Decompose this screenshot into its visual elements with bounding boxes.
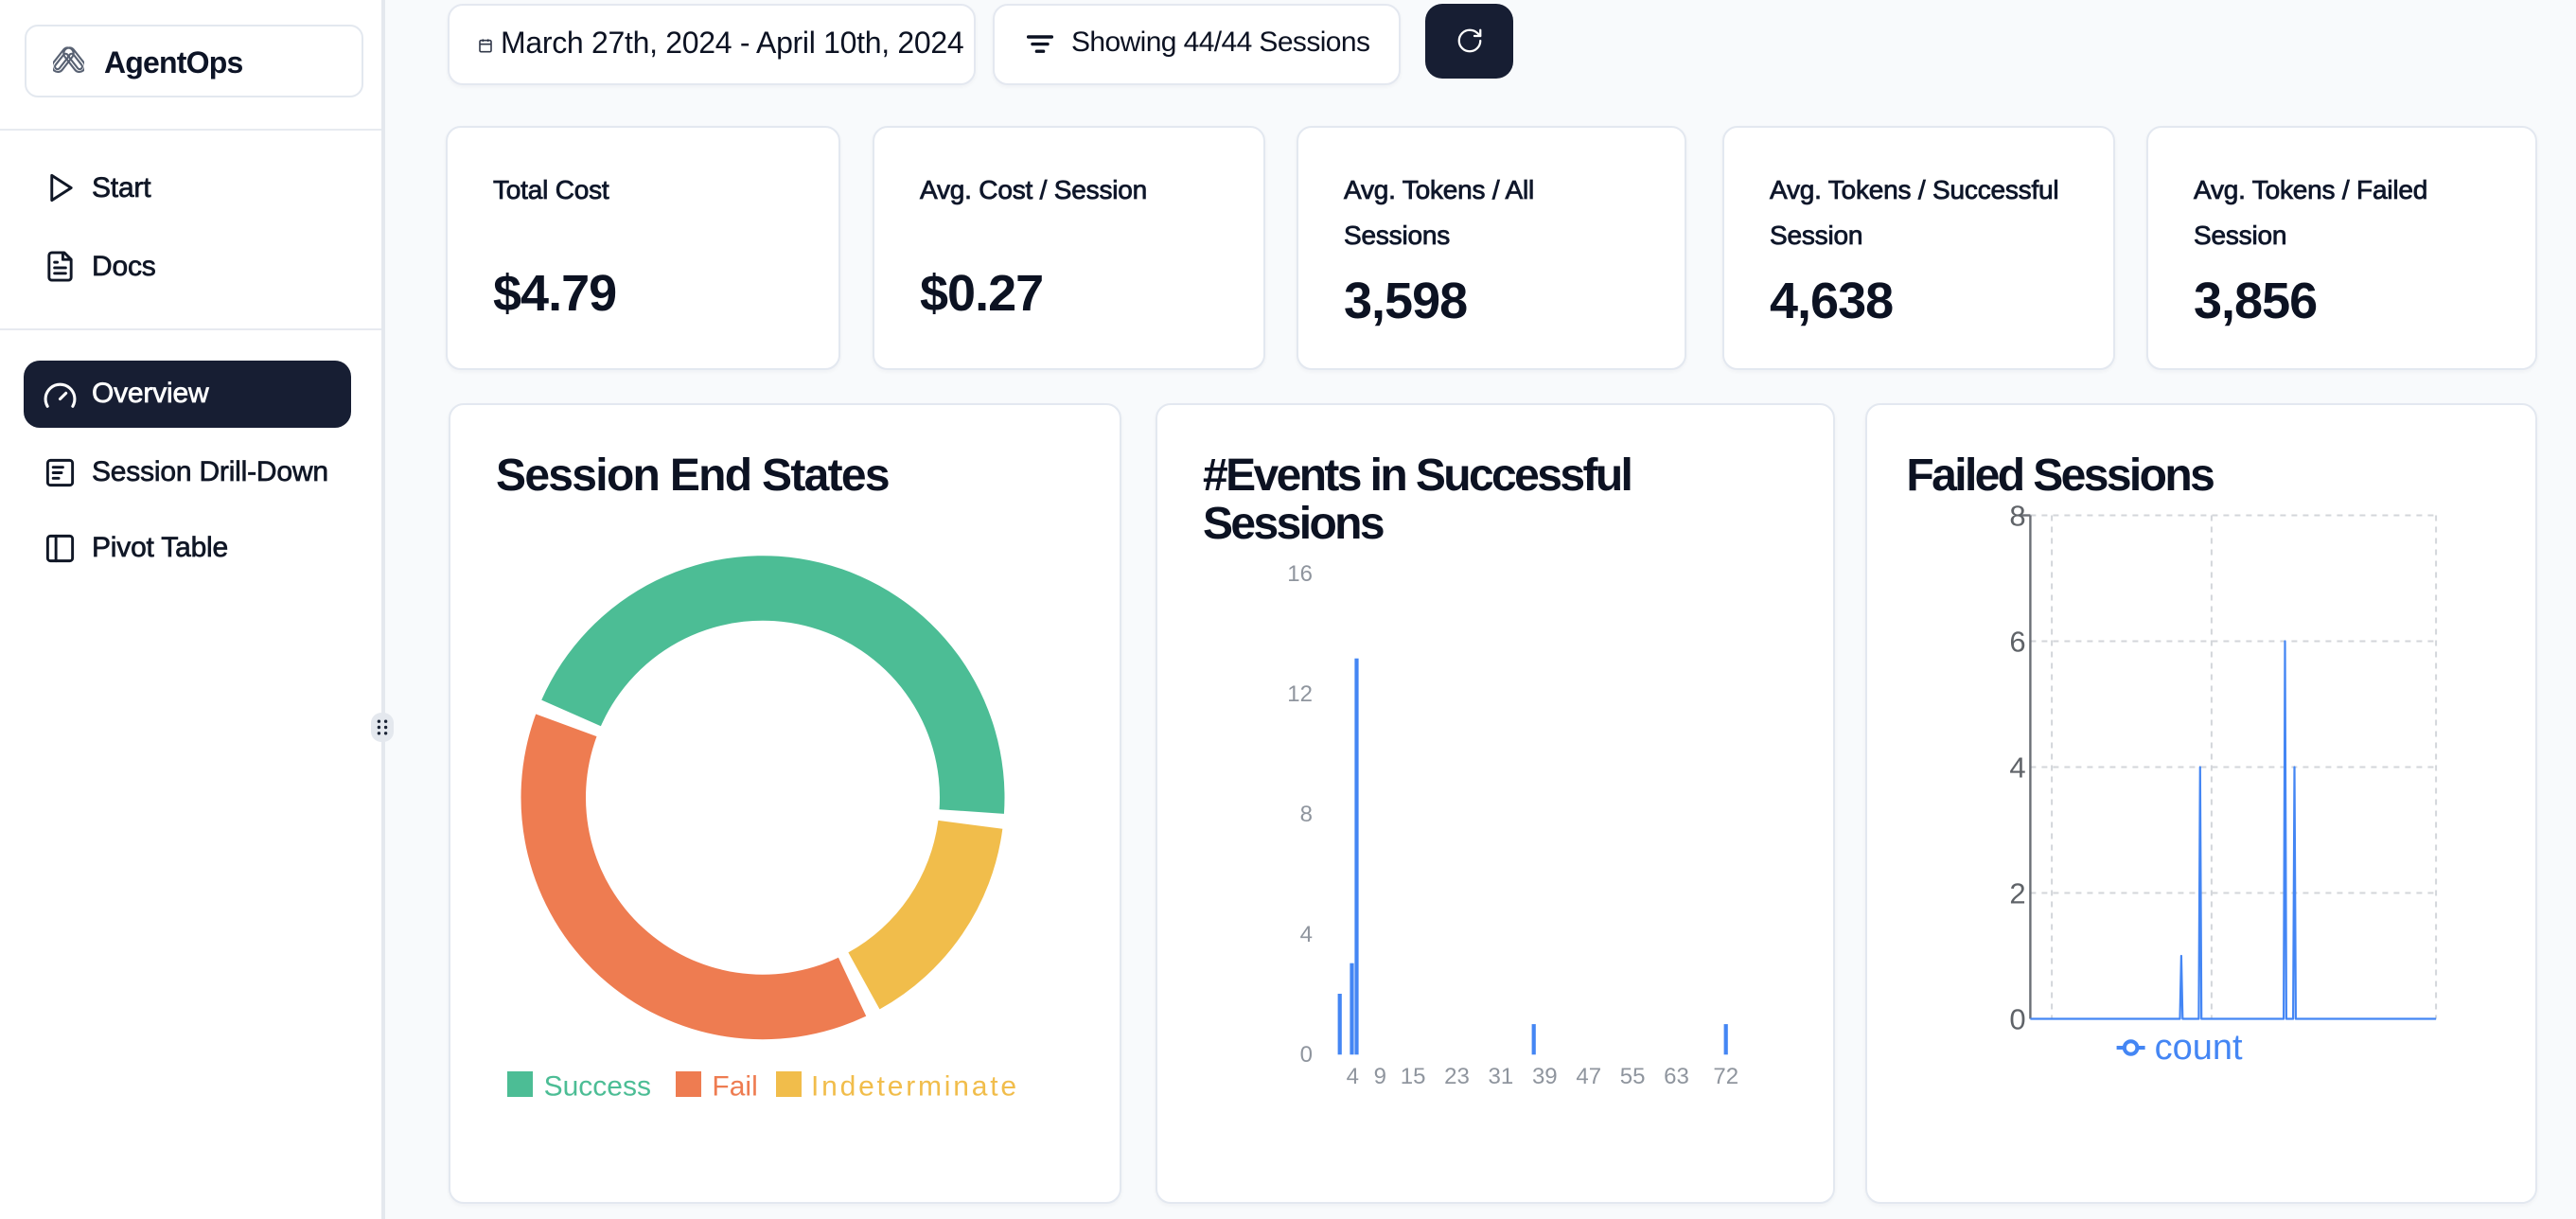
svg-text:39: 39	[1532, 1064, 1558, 1089]
svg-text:12: 12	[1287, 681, 1313, 707]
svg-text:63: 63	[1664, 1064, 1689, 1089]
svg-text:4: 4	[1347, 1064, 1359, 1089]
svg-text:16: 16	[1287, 561, 1313, 587]
svg-text:count: count	[2155, 1028, 2243, 1068]
svg-text:4: 4	[2010, 751, 2026, 785]
svg-text:31: 31	[1489, 1064, 1514, 1089]
svg-text:23: 23	[1444, 1064, 1470, 1089]
svg-text:55: 55	[1620, 1064, 1646, 1089]
svg-text:72: 72	[1713, 1064, 1738, 1089]
svg-text:0: 0	[1300, 1042, 1313, 1068]
svg-text:47: 47	[1576, 1064, 1601, 1089]
svg-text:6: 6	[2010, 626, 2026, 659]
svg-text:9: 9	[1374, 1064, 1386, 1089]
svg-text:0: 0	[2010, 1003, 2026, 1036]
svg-text:2: 2	[2010, 877, 2026, 910]
svg-text:Indeterminate: Indeterminate	[811, 1070, 1019, 1102]
svg-text:Fail: Fail	[712, 1070, 757, 1102]
svg-text:4: 4	[1300, 922, 1313, 947]
svg-text:15: 15	[1401, 1064, 1426, 1089]
svg-text:Success: Success	[544, 1070, 651, 1102]
svg-text:8: 8	[1300, 802, 1313, 827]
svg-text:8: 8	[2010, 500, 2026, 533]
